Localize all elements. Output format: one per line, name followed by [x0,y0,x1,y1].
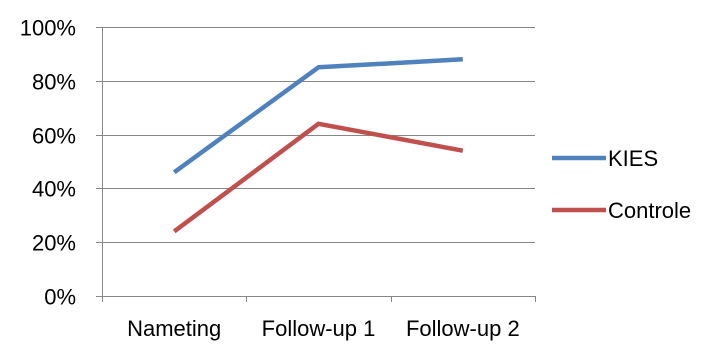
legend-label-kies: KIES [608,146,658,171]
x-tick-label: Nameting [127,316,221,341]
y-tick-label: 60% [32,124,76,149]
y-tick-label: 40% [32,177,76,202]
y-tick-label: 80% [32,70,76,95]
y-tick-label: 100% [20,16,76,41]
legend-label-controle: Controle [608,198,691,223]
axes: 0% 20% 40% 60% 80% 100% Nameting Follow-up 1 Fol… [20,16,536,341]
series-lines [172,57,464,234]
legend: KIES Controle [552,146,691,223]
x-tick-label: Follow-up 2 [406,316,520,341]
y-tick-label: 0% [44,285,76,310]
series-line-controle [172,121,464,234]
x-tick-label: Follow-up 1 [262,316,376,341]
series-line-kies [172,57,463,175]
gridlines [102,27,535,243]
y-tick-label: 20% [32,231,76,256]
